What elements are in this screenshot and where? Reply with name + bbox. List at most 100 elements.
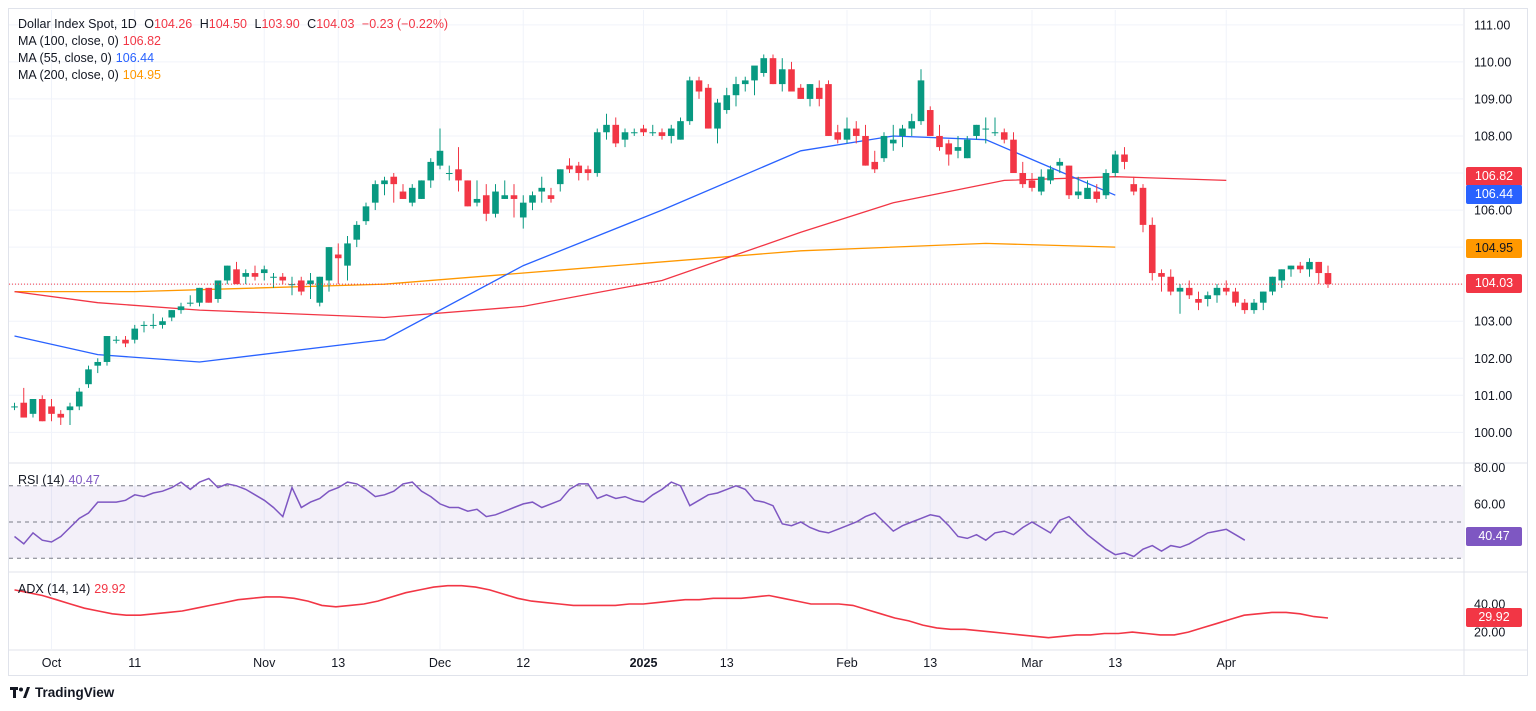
candle-up[interactable] xyxy=(1084,187,1091,199)
candle-up[interactable] xyxy=(963,139,971,159)
candle-up[interactable] xyxy=(196,287,203,303)
candle-down[interactable] xyxy=(1222,287,1230,292)
candle-up[interactable] xyxy=(112,339,120,341)
candle-up[interactable] xyxy=(11,406,18,408)
candle-up[interactable] xyxy=(1213,287,1221,296)
candle-up[interactable] xyxy=(621,132,629,140)
candle-up[interactable] xyxy=(917,80,925,122)
candle-up[interactable] xyxy=(1037,176,1045,192)
candle-up[interactable] xyxy=(593,132,601,174)
candle-up[interactable] xyxy=(991,132,999,134)
candle-up[interactable] xyxy=(1102,173,1110,196)
candle-up[interactable] xyxy=(371,184,379,203)
candle-up[interactable] xyxy=(1278,269,1286,281)
candle-up[interactable] xyxy=(159,321,166,325)
candle-up[interactable] xyxy=(501,195,509,199)
candle-down[interactable] xyxy=(482,195,490,214)
candle-down[interactable] xyxy=(1000,132,1008,140)
candle-up[interactable] xyxy=(307,280,314,285)
candle-down[interactable] xyxy=(20,402,28,418)
candle-up[interactable] xyxy=(908,121,916,129)
candle-up[interactable] xyxy=(714,102,721,129)
candle-up[interactable] xyxy=(732,84,740,96)
candle-up[interactable] xyxy=(270,276,277,278)
candle-up[interactable] xyxy=(519,202,527,218)
candle-down[interactable] xyxy=(334,254,342,259)
candle-up[interactable] xyxy=(353,224,361,240)
candle-up[interactable] xyxy=(1287,265,1295,270)
candle-up[interactable] xyxy=(1204,295,1212,299)
candle-up[interactable] xyxy=(75,391,83,407)
candle-down[interactable] xyxy=(1093,191,1101,199)
candle-up[interactable] xyxy=(344,243,351,266)
candle-down[interactable] xyxy=(233,269,240,285)
candle-down[interactable] xyxy=(704,87,712,129)
candle-down[interactable] xyxy=(1065,165,1073,196)
candle-up[interactable] xyxy=(316,276,324,303)
candle-up[interactable] xyxy=(1056,161,1064,166)
candle-down[interactable] xyxy=(788,69,795,92)
candle-down[interactable] xyxy=(38,399,46,422)
candle-up[interactable] xyxy=(603,124,610,133)
candle-down[interactable] xyxy=(640,128,647,133)
candle-down[interactable] xyxy=(1130,184,1138,192)
candle-down[interactable] xyxy=(279,276,287,281)
candle-down[interactable] xyxy=(815,87,823,99)
candle-down[interactable] xyxy=(871,161,879,170)
candle-down[interactable] xyxy=(122,339,129,344)
candle-down[interactable] xyxy=(936,135,943,148)
candle-up[interactable] xyxy=(973,124,980,136)
candle-up[interactable] xyxy=(103,336,111,362)
candle-up[interactable] xyxy=(778,69,786,85)
candle-down[interactable] xyxy=(1139,187,1147,225)
candle-up[interactable] xyxy=(741,80,749,85)
candle-up[interactable] xyxy=(889,139,897,144)
rsi-legend[interactable]: RSI (14) 40.47 xyxy=(18,472,104,489)
candle-down[interactable] xyxy=(612,124,620,144)
candle-up[interactable] xyxy=(260,269,268,274)
candle-up[interactable] xyxy=(445,173,453,175)
candle-up[interactable] xyxy=(408,187,416,203)
candle-up[interactable] xyxy=(982,128,990,130)
candle-up[interactable] xyxy=(723,95,731,111)
candle-down[interactable] xyxy=(945,143,953,155)
candle-down[interactable] xyxy=(584,169,592,174)
candle-up[interactable] xyxy=(186,302,194,304)
candle-up[interactable] xyxy=(677,121,684,140)
candle-down[interactable] xyxy=(575,165,583,174)
candle-up[interactable] xyxy=(168,310,176,318)
candle-up[interactable] xyxy=(751,65,758,81)
candle-down[interactable] xyxy=(797,87,805,99)
candle-down[interactable] xyxy=(834,132,842,140)
candle-down[interactable] xyxy=(48,406,55,414)
candle-down[interactable] xyxy=(1241,302,1249,311)
candle-down[interactable] xyxy=(1315,261,1323,274)
candle-up[interactable] xyxy=(1176,287,1184,292)
candle-down[interactable] xyxy=(547,195,555,199)
candle-up[interactable] xyxy=(1047,169,1054,181)
candle-up[interactable] xyxy=(242,273,250,277)
candle-up[interactable] xyxy=(427,161,435,181)
ma200-legend[interactable]: MA (200, close, 0) 104.95 xyxy=(18,67,165,84)
candle-down[interactable] xyxy=(1296,265,1304,270)
candle-up[interactable] xyxy=(686,80,694,122)
candle-down[interactable] xyxy=(57,413,65,418)
candle-up[interactable] xyxy=(649,132,657,134)
candle-up[interactable] xyxy=(1074,191,1082,196)
candle-up[interactable] xyxy=(223,265,231,281)
tradingview-logo[interactable]: TradingView xyxy=(10,685,114,700)
candle-up[interactable] xyxy=(418,180,425,199)
candle-up[interactable] xyxy=(806,84,814,99)
candle-down[interactable] xyxy=(926,110,934,136)
candle-up[interactable] xyxy=(1259,291,1267,303)
ma55-legend[interactable]: MA (55, close, 0) 106.44 xyxy=(18,50,158,67)
candle-up[interactable] xyxy=(131,328,139,340)
candle-up[interactable] xyxy=(29,399,37,414)
candle-up[interactable] xyxy=(667,128,675,136)
candle-down[interactable] xyxy=(1010,139,1017,174)
candle-up[interactable] xyxy=(149,324,157,326)
candle-down[interactable] xyxy=(566,165,573,170)
adx-legend[interactable]: ADX (14, 14) 29.92 xyxy=(18,581,130,598)
candle-down[interactable] xyxy=(1195,298,1202,303)
